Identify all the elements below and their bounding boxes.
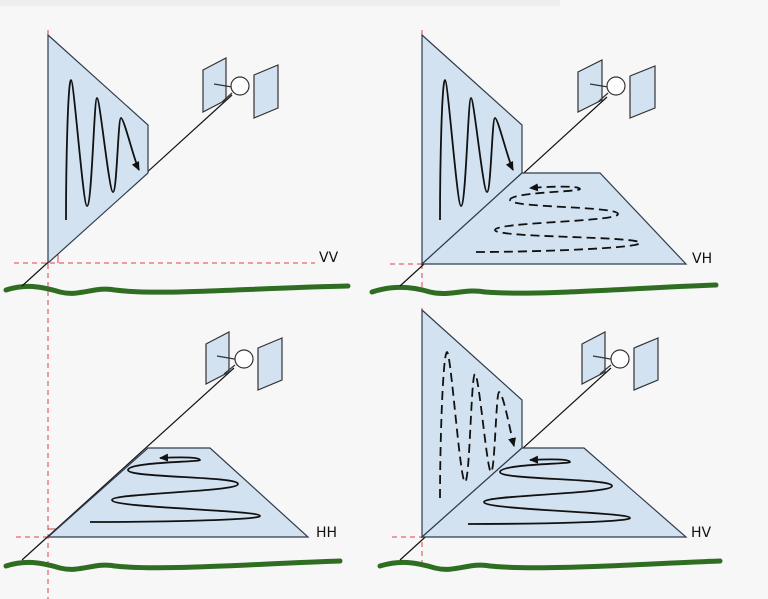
panel-vh: VH [369,30,719,297]
dashed-wave-arrow [439,351,516,499]
horizontal-plane [420,172,688,265]
panel-label: HV [691,525,712,541]
panel-vv: VV [3,30,351,599]
ground-line [369,282,719,297]
satellite-icon [581,331,659,391]
satellite-icon [205,331,283,391]
satellite-icon [577,59,656,119]
wave-arrow [89,453,261,523]
panel-label: VV [319,250,339,266]
ground-line [377,558,723,572]
top-strip [0,0,560,6]
wave-arrow [65,79,140,221]
ground-line [3,558,343,572]
satellite-icon [202,57,279,119]
panel-label: VH [692,251,712,267]
panel-hv: HV [377,308,723,572]
dashed-wave-arrow [475,183,641,253]
wave-arrow [467,455,631,525]
ground-line [3,283,351,296]
wave-arrow [439,79,514,221]
panel-label: HH [316,525,337,541]
vertical-plane [47,33,149,265]
panel-hh: HH [3,331,343,572]
